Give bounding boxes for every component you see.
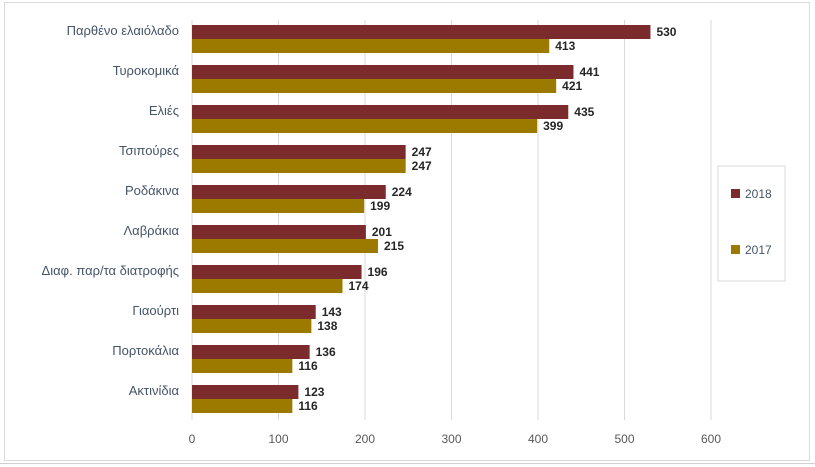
x-tick-label: 200	[355, 432, 375, 446]
bar-2018	[192, 25, 651, 39]
bar-2017	[192, 159, 406, 173]
category-label: Διαφ. παρ/τα διατροφής	[42, 263, 179, 278]
data-label-2018: 123	[304, 385, 324, 399]
category-label: Τυροκομικά	[113, 63, 180, 78]
x-tick-label: 100	[268, 432, 288, 446]
category-label: Πορτοκάλια	[112, 343, 179, 358]
x-tick-label: 0	[189, 432, 196, 446]
bar-2017	[192, 199, 365, 213]
legend-box	[717, 165, 786, 282]
bar-2017	[192, 239, 378, 253]
data-label-2018: 201	[372, 225, 392, 239]
legend-label-2018: 2018	[745, 187, 772, 201]
data-label-2018: 196	[368, 265, 388, 279]
x-tick-label: 400	[528, 432, 548, 446]
legend-swatch-2017	[731, 245, 740, 254]
category-label: Λαβράκια	[124, 223, 180, 238]
bar-2018	[192, 345, 310, 359]
data-label-2017: 199	[370, 199, 390, 213]
labels: 0 100 200 300 400 500 600 Παρθένο ελαιόλαδο 530 4…	[42, 23, 722, 446]
data-label-2017: 247	[412, 159, 432, 173]
bar-2017	[192, 359, 293, 373]
bar-2017	[192, 79, 557, 93]
bar-2017	[192, 319, 312, 333]
bar-2018	[192, 305, 316, 319]
data-label-2018: 224	[392, 185, 412, 199]
category-label: Παρθένο ελαιόλαδο	[67, 23, 179, 38]
category-label: Ροδάκινα	[125, 183, 180, 198]
data-label-2017: 116	[298, 399, 318, 413]
data-label-2017: 413	[555, 39, 575, 53]
data-label-2017: 399	[543, 119, 563, 133]
bar-2018	[192, 65, 574, 79]
bars	[192, 25, 651, 413]
data-label-2018: 247	[412, 145, 432, 159]
data-label-2018: 530	[656, 25, 676, 39]
bar-2018	[192, 265, 362, 279]
bar-2018	[192, 105, 569, 119]
x-tick-label: 500	[614, 432, 634, 446]
category-label: Ελιές	[149, 103, 179, 118]
category-label: Ακτινίδια	[129, 383, 180, 398]
data-label-2017: 116	[298, 359, 318, 373]
data-label-2018: 143	[322, 305, 342, 319]
bar-2017	[192, 279, 343, 293]
bar-2018	[192, 225, 366, 239]
bar-2017	[192, 119, 538, 133]
data-label-2018: 435	[574, 105, 594, 119]
bar-2018	[192, 385, 299, 399]
x-tick-label: 600	[701, 432, 721, 446]
legend-label-2017: 2017	[745, 243, 772, 257]
bar-2017	[192, 399, 293, 413]
x-tick-label: 300	[441, 432, 461, 446]
data-label-2017: 138	[317, 319, 337, 333]
bar-2018	[192, 185, 386, 199]
data-label-2018: 441	[579, 65, 599, 79]
data-label-2017: 421	[562, 79, 582, 93]
data-label-2017: 174	[349, 279, 369, 293]
legend: 2018 2017	[717, 165, 786, 282]
bar-2017	[192, 39, 550, 53]
page-bottom-divider	[0, 463, 815, 464]
data-label-2017: 215	[384, 239, 404, 253]
category-label: Τσιπούρες	[119, 143, 179, 158]
category-label: Γιαούρτι	[132, 303, 179, 318]
data-label-2018: 136	[316, 345, 336, 359]
legend-swatch-2018	[731, 189, 740, 198]
bar-2018	[192, 145, 406, 159]
